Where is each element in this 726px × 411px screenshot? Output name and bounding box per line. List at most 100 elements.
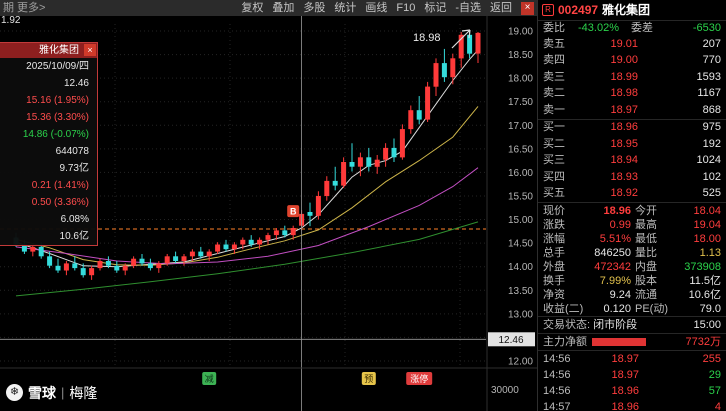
svg-text:18.50: 18.50 (508, 50, 533, 61)
trade-status: 交易状态: 闭市阶段 (543, 318, 638, 331)
tooltip-title: 雅化集团 (39, 44, 79, 56)
svg-text:减: 减 (205, 373, 214, 384)
watermark-brand: 雪球 (28, 384, 56, 401)
svg-text:17.00: 17.00 (508, 121, 533, 132)
tooltip-row: 2025/10/09/四 (26, 61, 89, 72)
kline-svg[interactable]: 19.00 18.50 18.00 17.50 17.00 16.50 16.00 15.50… (0, 16, 537, 411)
weibi-label: 委比 (543, 22, 565, 34)
info-row: 外盘 472342 内盘 373908 (543, 260, 721, 273)
tooltip-titlebar: 雅化集团 × (0, 43, 97, 58)
stock-name: 雅化集团 (602, 3, 651, 17)
main-net-flow-label: 主力净额 (543, 335, 587, 348)
svg-text:涨停: 涨停 (410, 373, 428, 384)
svg-text:B: B (290, 207, 297, 217)
tooltip-row: 644078 (55, 146, 89, 157)
info-row: 涨跌 0.99 最高 19.04 (543, 218, 721, 231)
info-row: 现价 18.96 今开 18.04 (543, 204, 721, 217)
weibi-value: -43.02% (578, 22, 619, 34)
info-row: 总手 846250 量比 1.13 (543, 246, 721, 259)
chart-toolbar: 期 更多> 复权 叠加 多股 统计 画线 F10 标记 -自选 返回 × (0, 0, 537, 16)
svg-text:预: 预 (364, 374, 373, 384)
toolbar-item[interactable]: 返回 (490, 1, 512, 14)
buy-level-row: 买二 18.95 192 (543, 137, 721, 150)
info-row: 涨幅 5.51% 最低 18.00 (543, 232, 721, 245)
close-button-icon[interactable]: × (521, 1, 534, 15)
sell-level-row: 卖一 18.97 868 (543, 103, 721, 116)
svg-text:13.50: 13.50 (508, 286, 533, 297)
svg-text:18.98: 18.98 (413, 32, 441, 44)
svg-text:19.00: 19.00 (508, 27, 533, 38)
net-flow-bar (592, 338, 646, 346)
tick-row: 14:56 18.97 29 (543, 368, 721, 381)
info-row: 换手 7.99% 股本 11.5亿 (543, 274, 721, 287)
svg-text:14.00: 14.00 (508, 262, 533, 273)
kline-chart[interactable]: 19.00 18.50 18.00 17.50 17.00 16.50 16.00 15.50… (0, 16, 537, 411)
sell-level-row: 卖三 18.99 1593 (543, 70, 721, 83)
svg-text:16.50: 16.50 (508, 144, 533, 155)
buy-level-row: 买三 18.94 1024 (543, 154, 721, 167)
close-time: 15:00 (693, 318, 721, 331)
svg-text:30000: 30000 (491, 385, 519, 396)
sell-levels: 卖五 19.01 207 卖四 19.00 770 卖三 18.99 1593 卖二 18.98 11… (538, 36, 726, 119)
stock-info-grid: 现价 18.96 今开 18.04 涨跌 0.99 最高 19.04 涨幅 5.51% 最低 18.0… (538, 202, 726, 316)
weicha-label: 委差 (631, 22, 653, 34)
toolbar-item[interactable]: 画线 (365, 1, 388, 14)
buy-level-row: 买五 18.92 525 (543, 187, 721, 200)
tooltip-row: 0.50 (3.36%) (31, 197, 89, 208)
main-net-flow-row: 主力净额 7732万 (538, 333, 726, 350)
tooltip-row: 6.08% (60, 214, 89, 225)
kline-tooltip: 雅化集团 × 2025/10/09/四 12.46 15.16 (1.95%) 15.… (0, 42, 98, 246)
sell-level-row: 卖二 18.98 1167 (543, 87, 721, 100)
tooltip-row: 10.6亿 (59, 231, 89, 242)
toolbar-item[interactable]: -自选 (455, 1, 481, 14)
tooltip-close-icon[interactable]: × (84, 44, 96, 56)
svg-text:15.00: 15.00 (508, 215, 533, 226)
buy-levels: 买一 18.96 975 买二 18.95 192 买三 18.94 1024 买四 18.93 10… (538, 118, 726, 203)
svg-text:14.50: 14.50 (508, 239, 533, 250)
tooltip-row: 9.73亿 (59, 163, 89, 174)
toolbar-item[interactable]: 标记 (424, 1, 447, 14)
weicha-value: -6530 (692, 22, 721, 34)
svg-text:17.50: 17.50 (508, 97, 533, 108)
svg-text:13.00: 13.00 (508, 309, 533, 320)
main-net-flow-value: 7732万 (685, 335, 721, 348)
tooltip-row: 14.86 (-0.07%) (22, 129, 89, 140)
info-row: 收益(二) 0.120 PE(动) 79.0 (543, 302, 721, 315)
sell-level-row: 卖四 19.00 770 (543, 54, 721, 67)
watermark-name: 梅隆 (69, 384, 98, 401)
tooltip-values: 2025/10/09/四 12.46 15.16 (1.95%) 15.36 (3.3… (0, 58, 97, 245)
svg-text:12.46: 12.46 (498, 335, 523, 346)
buy-level-row: 买四 18.93 102 (543, 170, 721, 183)
toolbar-item[interactable]: 复权 (241, 1, 264, 14)
tooltip-row: 12.46 (63, 78, 89, 89)
sell-level-row: 卖五 19.01 207 (543, 37, 721, 50)
indicator-partial-value: 1.92 (1, 15, 21, 26)
svg-text:16.00: 16.00 (508, 168, 533, 179)
tooltip-row: 15.36 (3.30%) (26, 112, 89, 123)
toolbar-item[interactable]: 多股 (303, 1, 326, 14)
tooltip-row: 0.21 (1.41%) (31, 180, 89, 191)
watermark: ❄ 雪球 | 梅隆 (6, 384, 97, 401)
tick-row: 14:56 18.97 255 (543, 352, 721, 365)
toolbar-item[interactable]: 叠加 (272, 1, 295, 14)
toolbar-item[interactable]: F10 (396, 1, 416, 14)
chart-section: 期 更多> 复权 叠加 多股 统计 画线 F10 标记 -自选 返回 × 1.92 19.00 18… (0, 0, 537, 411)
weibi-row: 委比 -43.02% 委差 -6530 (538, 21, 726, 36)
stock-header: R 002497 雅化集团 (538, 0, 726, 21)
tooltip-row: 15.16 (1.95%) (26, 95, 89, 106)
buy-level-row: 买一 18.96 975 (543, 121, 721, 134)
toolbar-menu: 复权 叠加 多股 统计 画线 F10 标记 -自选 返回 × (241, 1, 534, 15)
watermark-divider: | (61, 385, 65, 400)
stock-code: 002497 (558, 3, 599, 17)
period-more-link[interactable]: 期 更多> (3, 1, 46, 14)
tick-row: 14:56 18.96 57 (543, 384, 721, 397)
quote-panel: R 002497 雅化集团 委比 -43.02% 委差 -6530 卖五 19.0… (537, 0, 726, 411)
toolbar-item[interactable]: 统计 (334, 1, 357, 14)
info-row: 净资 9.24 流通 10.6亿 (543, 288, 721, 301)
xueqiu-logo-icon: ❄ (6, 384, 23, 401)
tick-list[interactable]: 14:56 18.97 255 14:56 18.97 29 14:56 18.96 57 14:… (538, 350, 726, 411)
trade-status-row: 交易状态: 闭市阶段 15:00 (538, 316, 726, 333)
svg-text:15.50: 15.50 (508, 191, 533, 202)
svg-text:18.00: 18.00 (508, 74, 533, 85)
